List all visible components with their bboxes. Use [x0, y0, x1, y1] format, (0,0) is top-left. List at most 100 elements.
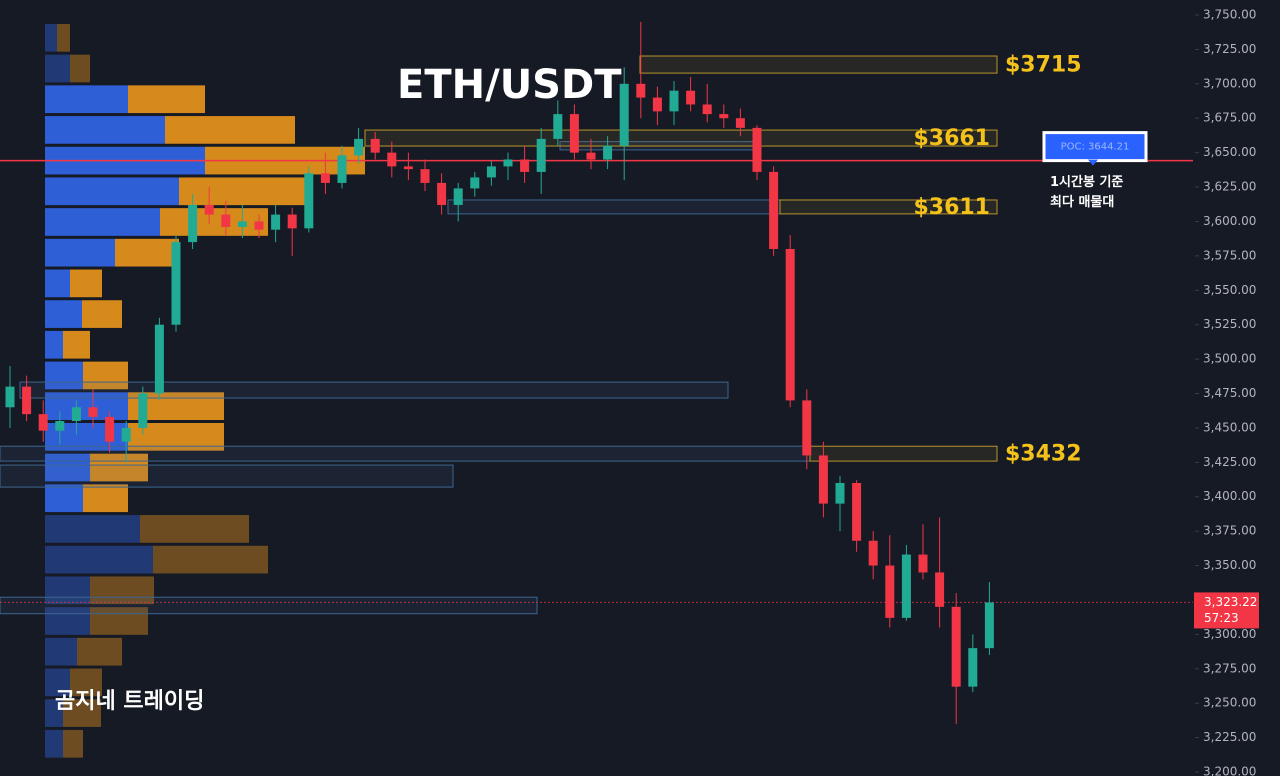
- y-tick-label: 3,275.00: [1203, 661, 1256, 675]
- candle-body: [868, 540, 878, 566]
- profile-buy: [45, 208, 160, 236]
- candle-body: [470, 177, 480, 189]
- y-tick-label: 3,250.00: [1203, 696, 1256, 710]
- candle-body: [652, 97, 662, 112]
- candle-body: [503, 159, 513, 167]
- candle-body: [702, 104, 712, 115]
- level-label: $3611: [913, 195, 990, 220]
- y-tick-label: 3,425.00: [1203, 455, 1256, 469]
- y-tick-label: 3,725.00: [1203, 42, 1256, 56]
- profile-sell: [63, 729, 83, 758]
- candle-body: [154, 324, 164, 394]
- candle-body: [287, 214, 297, 229]
- candle-body: [735, 118, 745, 128]
- candle-body: [221, 214, 231, 227]
- profile-buy: [45, 699, 63, 727]
- y-tick-label: 3,525.00: [1203, 317, 1256, 331]
- current-price-box: [1194, 592, 1259, 629]
- y-tick-label: 3,450.00: [1203, 420, 1256, 434]
- candle-body: [138, 393, 148, 428]
- poc-pointer: [1088, 159, 1098, 166]
- candle-body: [951, 606, 961, 687]
- current-price-label: 3,323.22: [1204, 595, 1257, 609]
- candle-body: [453, 188, 463, 205]
- y-tick-label: 3,550.00: [1203, 283, 1256, 297]
- zone: [19, 381, 729, 399]
- candle-body: [719, 114, 729, 119]
- candle-body: [271, 214, 281, 230]
- zone: [0, 596, 538, 615]
- profile-sell: [153, 545, 268, 574]
- candle-body: [520, 159, 530, 172]
- candle-body: [5, 386, 15, 408]
- y-tick-label: 3,500.00: [1203, 352, 1256, 366]
- y-tick-label: 3,575.00: [1203, 248, 1256, 262]
- profile-buy: [45, 637, 77, 666]
- candle-body: [603, 145, 613, 160]
- candle-body: [55, 421, 65, 431]
- plot: $3715 $3661 $3611 $3432: [0, 21, 1193, 758]
- profile-sell: [165, 116, 295, 144]
- candle-body: [968, 648, 978, 687]
- candle-body: [121, 427, 131, 442]
- candle-body: [370, 138, 380, 153]
- candle-body: [105, 416, 115, 442]
- countdown-label: 57:23: [1204, 611, 1239, 625]
- y-tick-label: 3,350.00: [1203, 558, 1256, 572]
- zone: [0, 464, 454, 488]
- profile-sell: [179, 177, 306, 206]
- profile-buy: [45, 238, 115, 267]
- annotation: 1시간봉 기준: [1050, 174, 1123, 190]
- y-tick-label: 3,700.00: [1203, 76, 1256, 90]
- candle-body: [669, 90, 679, 112]
- level-box: [364, 129, 998, 147]
- profile-sell: [70, 668, 102, 697]
- y-tick-label: 3,650.00: [1203, 145, 1256, 159]
- profile-buy: [45, 484, 83, 513]
- y-tick-label: 3,400.00: [1203, 489, 1256, 503]
- candle-body: [852, 482, 862, 541]
- profile-sell: [70, 54, 90, 83]
- candle-body: [553, 114, 563, 139]
- level-label: $3661: [913, 126, 990, 151]
- candle-body: [22, 386, 32, 415]
- y-tick-label: 3,375.00: [1203, 524, 1256, 538]
- candle-body: [71, 407, 81, 422]
- candle-body: [686, 90, 696, 105]
- candle-body: [254, 221, 264, 230]
- profile-sell: [160, 208, 268, 236]
- profile-sell: [83, 484, 128, 513]
- candle-body: [569, 114, 579, 153]
- profile-buy: [45, 361, 83, 390]
- annotation: 최다 매물대: [1050, 194, 1114, 210]
- profile-buy: [45, 85, 128, 114]
- profile-sell: [82, 300, 122, 328]
- candle-body: [536, 138, 546, 172]
- candle-body: [818, 455, 828, 504]
- candle-body: [320, 173, 330, 183]
- profile-buy: [45, 23, 57, 52]
- candle-body: [901, 554, 911, 618]
- profile-buy: [45, 453, 90, 482]
- profile-buy: [45, 116, 165, 144]
- level-label: $3715: [1005, 53, 1082, 78]
- y-tick-label: 3,750.00: [1203, 8, 1256, 22]
- candle-body: [885, 565, 895, 618]
- profile-sell: [115, 238, 179, 267]
- zone: [0, 445, 811, 462]
- profile-sell: [128, 85, 205, 114]
- candle-body: [486, 166, 496, 178]
- zone: [447, 199, 781, 215]
- profile-buy: [45, 177, 179, 206]
- candle-body: [237, 221, 247, 227]
- profile-buy: [45, 300, 82, 328]
- profile-buy: [45, 545, 153, 574]
- candle-body: [636, 83, 646, 98]
- candle-body: [619, 83, 629, 146]
- candle-body: [88, 407, 98, 417]
- candle-body: [785, 248, 795, 401]
- profile-buy: [45, 668, 70, 697]
- candle-body: [403, 166, 413, 170]
